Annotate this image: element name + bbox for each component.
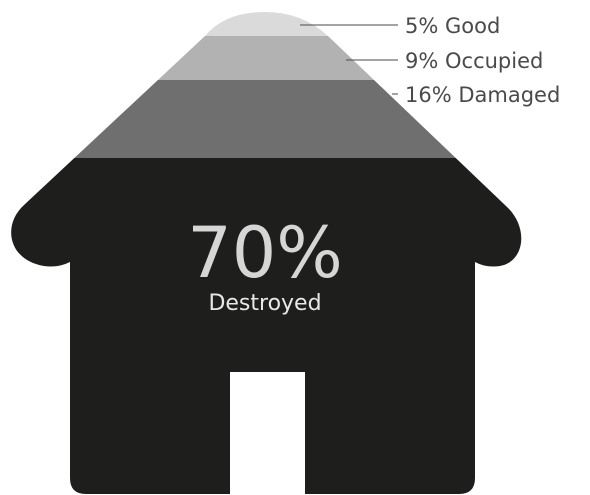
- label-damaged: 16% Damaged: [405, 83, 560, 107]
- destroyed-label: Destroyed: [208, 291, 321, 316]
- band-good: [11, 12, 522, 36]
- band-destroyed: [11, 158, 522, 494]
- label-good: 5% Good: [405, 14, 500, 38]
- label-occupied: 9% Occupied: [405, 49, 543, 73]
- destroyed-value: 70%: [187, 212, 343, 294]
- segment-labels: 5% Good 9% Occupied 16% Damaged: [300, 14, 560, 107]
